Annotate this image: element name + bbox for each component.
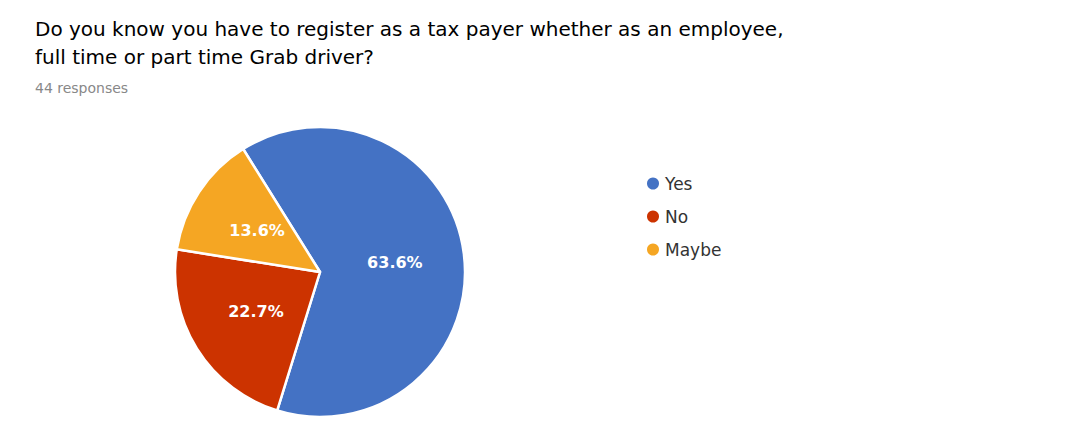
svg-text:Do you know you have to regist: Do you know you have to register as a ta… [35,17,784,41]
svg-text:22.7%: 22.7% [228,302,284,321]
svg-text:Maybe: Maybe [665,240,721,260]
svg-text:63.6%: 63.6% [367,253,423,272]
svg-text:full time or part time Grab dr: full time or part time Grab driver? [35,45,374,69]
svg-text:Yes: Yes [664,174,693,194]
svg-text:13.6%: 13.6% [229,221,285,240]
svg-text:No: No [665,207,688,227]
svg-text:44 responses: 44 responses [35,80,128,96]
